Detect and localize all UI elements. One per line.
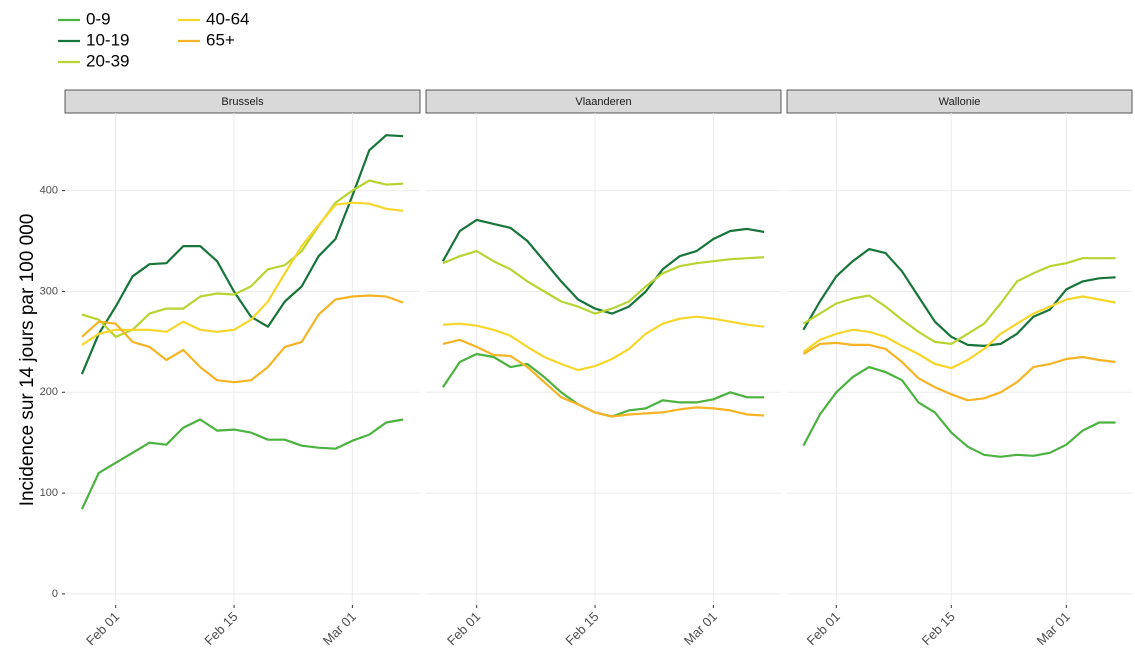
y-tick-label: 300	[40, 285, 58, 297]
x-tick-label: Feb 01	[804, 609, 843, 648]
y-tick-label: 200	[40, 386, 58, 398]
series-line	[802, 366, 1116, 458]
legend-label: 10-19	[86, 30, 129, 49]
x-tick-label: Feb 15	[562, 609, 601, 648]
x-tick-label: Mar 01	[320, 609, 359, 648]
series-line	[802, 341, 1116, 402]
legend-label: 0-9	[86, 9, 111, 28]
legend-label: 40-64	[206, 9, 249, 28]
series-line	[442, 315, 765, 372]
y-tick-label: 0	[52, 588, 58, 600]
series-line	[81, 294, 404, 384]
legend-label: 65+	[206, 30, 235, 49]
strip	[786, 89, 1133, 114]
x-tick-label: Feb 15	[919, 609, 958, 648]
x-tick-label: Feb 01	[83, 609, 122, 648]
y-axis-label: Incidence sur 14 jours par 100 000	[17, 214, 38, 507]
strip-label: Brussels	[221, 96, 264, 108]
series-line	[802, 248, 1116, 347]
y-tick-label: 400	[40, 185, 58, 197]
series-line	[81, 201, 404, 346]
strip	[64, 89, 421, 114]
series-line	[81, 179, 404, 338]
series-line	[442, 250, 765, 315]
y-tick-label: 100	[40, 487, 58, 499]
series-line	[802, 257, 1116, 345]
x-tick-label: Feb 01	[444, 609, 483, 648]
series-line	[802, 295, 1116, 370]
strip-label: Vlaanderen	[575, 96, 631, 108]
x-tick-label: Mar 01	[681, 609, 720, 648]
series-line	[80, 418, 404, 510]
strip-label: Wallonie	[939, 96, 981, 108]
x-tick-label: Feb 15	[201, 609, 240, 648]
series-line	[442, 338, 765, 418]
x-tick-label: Mar 01	[1034, 609, 1073, 648]
series-line	[441, 218, 765, 315]
legend-label: 20-39	[86, 51, 129, 70]
strip	[425, 89, 782, 114]
